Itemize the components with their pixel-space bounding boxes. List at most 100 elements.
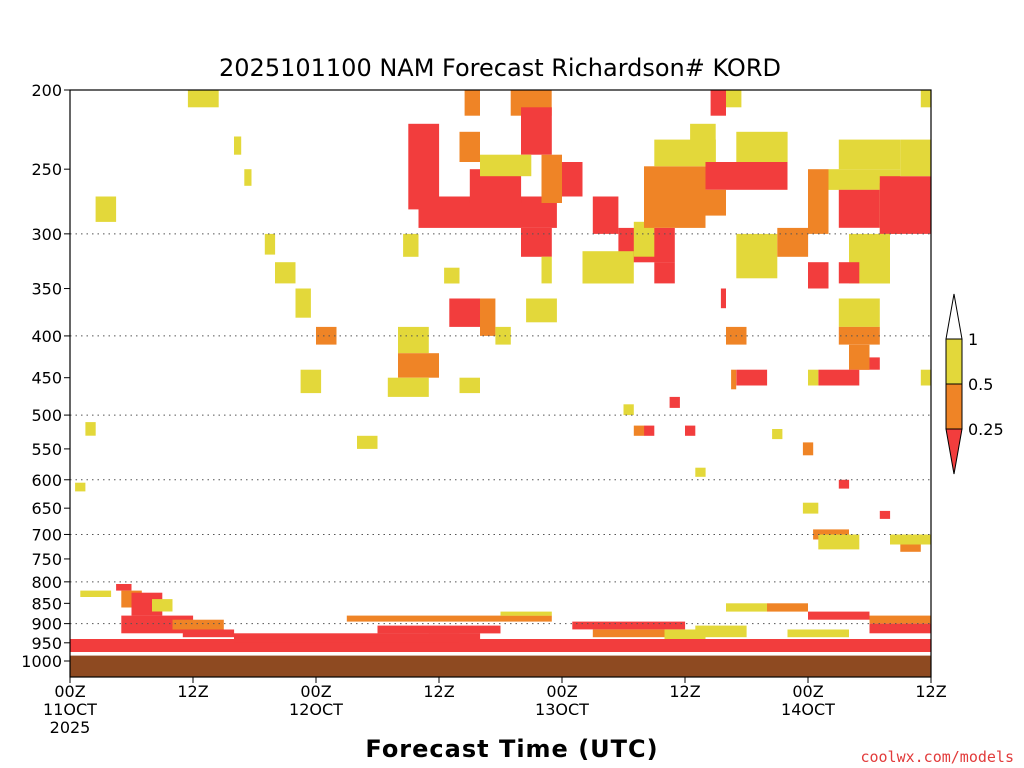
ri-region-red xyxy=(818,369,860,386)
ri-region-yellow xyxy=(495,326,511,345)
ri-region-yellow xyxy=(623,404,634,416)
ri-region-orange xyxy=(459,131,480,162)
ri-region-red xyxy=(182,629,235,638)
ri-region-red xyxy=(736,369,768,386)
ri-region-yellow xyxy=(357,435,378,449)
legend-label: 0.5 xyxy=(968,375,993,394)
ri-region-yellow xyxy=(95,196,117,222)
ri-region-red xyxy=(449,298,481,327)
ri-region-orange xyxy=(480,298,496,336)
ri-region-red xyxy=(838,479,850,489)
ri-region-red xyxy=(720,288,726,309)
ri-region-yellow xyxy=(931,426,936,440)
y-tick-label: 1000 xyxy=(21,652,62,671)
y-tick-label: 400 xyxy=(31,327,62,346)
ri-region-yellow xyxy=(787,629,849,638)
ri-region-yellow xyxy=(75,482,86,492)
ri-region-red xyxy=(808,611,870,620)
y-tick-label: 250 xyxy=(31,160,62,179)
ri-region-orange xyxy=(900,544,921,552)
x-tick-label: 12Z xyxy=(915,682,946,701)
ri-region-orange xyxy=(700,189,726,216)
ground-surface xyxy=(70,655,931,677)
ri-region-yellow xyxy=(152,599,173,612)
ri-region-yellow xyxy=(736,233,778,279)
y-tick-label: 850 xyxy=(31,594,62,613)
ri-region-yellow xyxy=(818,534,860,550)
ri-region-red xyxy=(70,639,931,652)
ri-region-orange xyxy=(808,169,829,234)
x-tick-label: 12Z xyxy=(669,682,700,701)
legend-swatch-orange xyxy=(945,383,963,430)
ri-region-orange xyxy=(541,154,562,203)
ri-region-orange xyxy=(633,425,645,436)
ri-region-orange xyxy=(777,227,809,257)
ri-region-red xyxy=(838,189,880,228)
ri-region-red xyxy=(838,262,860,284)
legend: 1 0.5 0.25 xyxy=(945,293,1004,475)
ri-region-yellow xyxy=(85,422,96,436)
ri-region-red xyxy=(572,621,686,630)
ri-region-yellow xyxy=(387,377,429,397)
ri-region-red xyxy=(521,227,552,257)
x-tick-label: 12Z xyxy=(423,682,454,701)
gridlines xyxy=(70,233,931,625)
ri-region-orange xyxy=(464,90,480,116)
ri-region-yellow xyxy=(526,298,557,323)
ri-region-orange xyxy=(838,326,880,345)
ri-region-orange xyxy=(731,369,737,390)
legend-label: 1 xyxy=(968,330,978,349)
ri-region-yellow xyxy=(695,467,706,477)
legend-swatch-yellow xyxy=(945,338,963,385)
ri-region-yellow xyxy=(695,625,747,638)
ri-region-yellow xyxy=(726,603,767,612)
ri-region-red xyxy=(234,633,460,643)
ri-region-red xyxy=(644,425,655,436)
ri-region-orange xyxy=(802,442,814,456)
x-axis-label: Forecast Time (UTC) xyxy=(365,735,658,763)
y-tick-label: 750 xyxy=(31,550,62,569)
ri-region-red xyxy=(710,90,726,116)
ri-region-red xyxy=(879,176,931,234)
legend-bottom-arrow xyxy=(945,428,963,475)
ri-region-yellow xyxy=(920,369,931,386)
ri-region-yellow xyxy=(244,169,252,186)
ri-region-yellow xyxy=(920,90,931,108)
ri-region-red xyxy=(562,162,583,197)
y-tick-label: 600 xyxy=(31,471,62,490)
ri-region-orange xyxy=(849,344,870,370)
ri-region-yellow xyxy=(300,369,322,394)
legend-top-arrow xyxy=(945,293,963,340)
chart-title: 2025101100 NAM Forecast Richardson# KORD xyxy=(219,54,781,82)
ri-region-yellow xyxy=(838,298,880,327)
ri-region-yellow xyxy=(500,611,552,616)
ri-region-yellow xyxy=(187,90,219,108)
y-tick-label: 900 xyxy=(31,615,62,634)
credit-text: coolwx.com/models xyxy=(860,748,1014,766)
x-tick-label: 00Z xyxy=(54,682,85,701)
ri-region-yellow xyxy=(480,154,532,177)
ri-region-orange xyxy=(813,529,849,540)
y-tick-label: 350 xyxy=(31,280,62,299)
ri-region-yellow xyxy=(541,256,552,284)
ri-region-red xyxy=(377,625,501,634)
y-tick-label: 950 xyxy=(31,634,62,653)
y-axis: 200 250 300 350 400 450 500 550 600 650 700 750 800 8… xyxy=(21,81,70,671)
legend-label: 0.25 xyxy=(968,420,1004,439)
ri-region-red xyxy=(879,510,891,519)
ri-region-yellow xyxy=(80,590,112,597)
ri-region-yellow xyxy=(398,326,429,354)
ri-region-yellow xyxy=(582,251,634,284)
ri-region-orange xyxy=(398,353,439,378)
ri-region-yellow xyxy=(403,233,419,257)
y-tick-label: 800 xyxy=(31,573,62,592)
y-tick-label: 450 xyxy=(31,369,62,388)
ri-region-red xyxy=(654,262,675,284)
ri-region-yellow xyxy=(234,136,242,155)
ri-region-yellow xyxy=(890,534,931,545)
ri-region-red xyxy=(669,396,680,408)
ri-region-yellow xyxy=(275,262,296,284)
x-tick-label: 11OCT xyxy=(43,700,97,719)
